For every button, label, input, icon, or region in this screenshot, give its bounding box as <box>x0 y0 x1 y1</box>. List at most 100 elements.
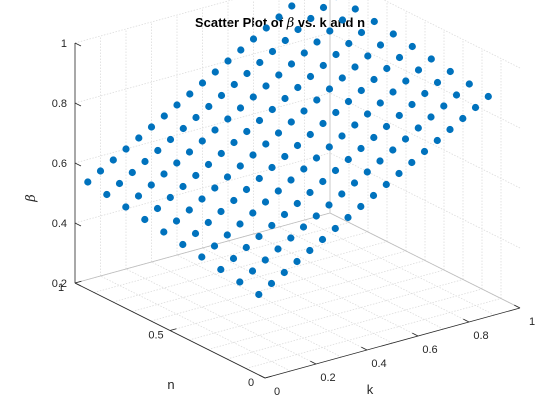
data-point <box>395 169 403 178</box>
beta-tick-label: 0.8 <box>52 98 67 110</box>
data-point <box>160 170 168 178</box>
beta-tick-label: 0.6 <box>52 158 67 170</box>
data-point <box>325 143 333 151</box>
n-axis-label: n <box>167 377 174 392</box>
data-point <box>331 166 340 175</box>
data-point <box>395 53 404 62</box>
data-point <box>319 177 327 186</box>
data-point <box>319 61 327 70</box>
k-axis-line <box>264 307 521 379</box>
data-point <box>249 151 257 159</box>
data-point <box>236 278 244 286</box>
data-point <box>370 17 378 26</box>
data-point <box>370 75 378 84</box>
data-point <box>211 68 219 76</box>
k-tick-label: 0 <box>274 386 280 398</box>
data-point <box>255 116 264 125</box>
data-point <box>287 118 295 126</box>
data-point <box>288 2 296 10</box>
data-point <box>294 83 302 92</box>
k-tick-label: 0.2 <box>320 372 335 384</box>
data-point <box>408 158 416 167</box>
data-point <box>325 201 333 209</box>
data-point <box>420 147 429 156</box>
data-point <box>255 174 263 183</box>
data-point <box>223 173 232 181</box>
axes <box>74 0 521 379</box>
data-point <box>376 99 384 107</box>
data-point <box>154 146 162 155</box>
data-point <box>459 114 467 123</box>
data-point <box>465 80 473 88</box>
data-point <box>261 198 270 206</box>
data-point <box>134 192 143 200</box>
data-point <box>357 28 366 37</box>
beta-tick-label: 0.4 <box>52 218 67 230</box>
floor-grid-line <box>125 268 317 365</box>
floor-grid-line <box>207 279 464 350</box>
beta-tick-mark <box>74 282 82 287</box>
data-point <box>166 193 174 202</box>
data-point <box>191 229 200 238</box>
data-point <box>344 97 353 106</box>
back-wall-grid-line <box>74 152 331 224</box>
data-points <box>84 0 492 299</box>
data-point <box>230 80 238 89</box>
floor-edge-line <box>329 212 521 309</box>
side-wall-grid-line <box>383 0 521 69</box>
data-point <box>357 202 365 211</box>
n-tick-label: 0.5 <box>148 330 163 342</box>
data-point <box>261 256 269 264</box>
k-tick-mark <box>463 318 470 323</box>
data-point <box>280 268 288 277</box>
data-point <box>262 24 270 32</box>
data-point <box>299 223 308 231</box>
data-point <box>357 144 365 153</box>
data-point <box>402 77 410 85</box>
k-tick-label: 1 <box>529 316 535 328</box>
data-point <box>179 124 187 133</box>
data-point <box>255 232 263 241</box>
beta-tick-label: 0.2 <box>52 278 67 290</box>
data-point <box>351 5 359 13</box>
floor-grid-line <box>169 260 426 331</box>
data-point <box>173 159 181 167</box>
grid-lines <box>74 0 521 372</box>
data-point <box>236 104 245 112</box>
data-point <box>280 210 289 219</box>
data-point <box>230 196 238 205</box>
data-point <box>382 122 391 131</box>
floor-grid-line <box>278 226 470 323</box>
floor-grid-line <box>112 231 369 303</box>
data-point <box>344 155 352 164</box>
data-point <box>128 168 136 177</box>
data-point <box>452 91 461 99</box>
side-wall-grid-line <box>329 32 521 129</box>
data-point <box>331 224 339 233</box>
k-axis-label: k <box>367 382 374 397</box>
data-point <box>414 124 422 132</box>
data-point <box>408 42 416 51</box>
data-point <box>198 253 206 261</box>
data-point <box>185 206 193 214</box>
data-point <box>427 113 435 121</box>
floor-grid-line <box>188 269 445 341</box>
data-point <box>147 181 155 189</box>
back-wall-grid-line <box>74 0 234 44</box>
data-point <box>249 93 257 101</box>
data-point <box>275 71 283 79</box>
data-point <box>376 41 385 49</box>
side-wall-grid-line <box>329 92 521 189</box>
beta-tick-mark <box>74 162 82 167</box>
data-point <box>357 86 365 95</box>
floor-grid-line <box>253 233 444 330</box>
data-point <box>281 94 289 103</box>
data-point <box>408 100 416 109</box>
data-point <box>389 30 397 38</box>
data-point <box>185 148 194 156</box>
k-tick-mark <box>412 332 419 337</box>
data-point <box>363 110 372 118</box>
data-point <box>153 204 162 213</box>
k-tick-mark <box>259 374 266 379</box>
data-point <box>300 165 308 173</box>
